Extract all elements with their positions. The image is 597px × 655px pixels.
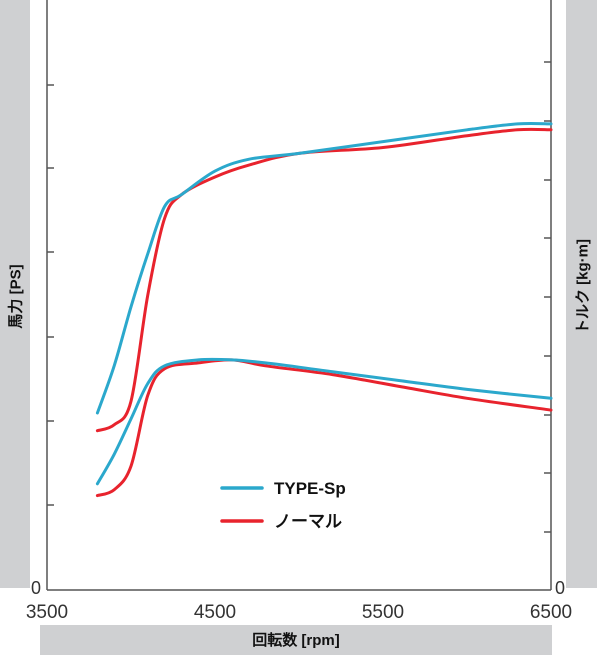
left-zero-label: 0 (31, 578, 41, 598)
x-axis-label: 回転数 [rpm] (252, 632, 340, 649)
x-tick-label-5500: 5500 (362, 602, 404, 623)
power-line-type-sp (95, 121, 553, 415)
x-tick-label-3500: 3500 (26, 602, 68, 623)
power-line-normal (95, 127, 553, 433)
x-tick-label-6500: 6500 (530, 602, 572, 623)
x-tick-label-4500: 4500 (194, 602, 236, 623)
legend-label-normal: ノーマル (274, 512, 342, 531)
legend-label-type-sp: TYPE-Sp (274, 479, 346, 498)
torque-line-normal (95, 358, 553, 498)
left-axis-band (0, 0, 30, 588)
torque-line-type-sp (95, 357, 553, 486)
right-zero-label: 0 (555, 578, 565, 598)
engine-performance-chart: 0 0 3500 4500 5500 6500 TYPE-Sp ノーマル (26, 0, 572, 623)
bottom-axis-band (40, 625, 552, 655)
right-axis-band (566, 0, 597, 588)
